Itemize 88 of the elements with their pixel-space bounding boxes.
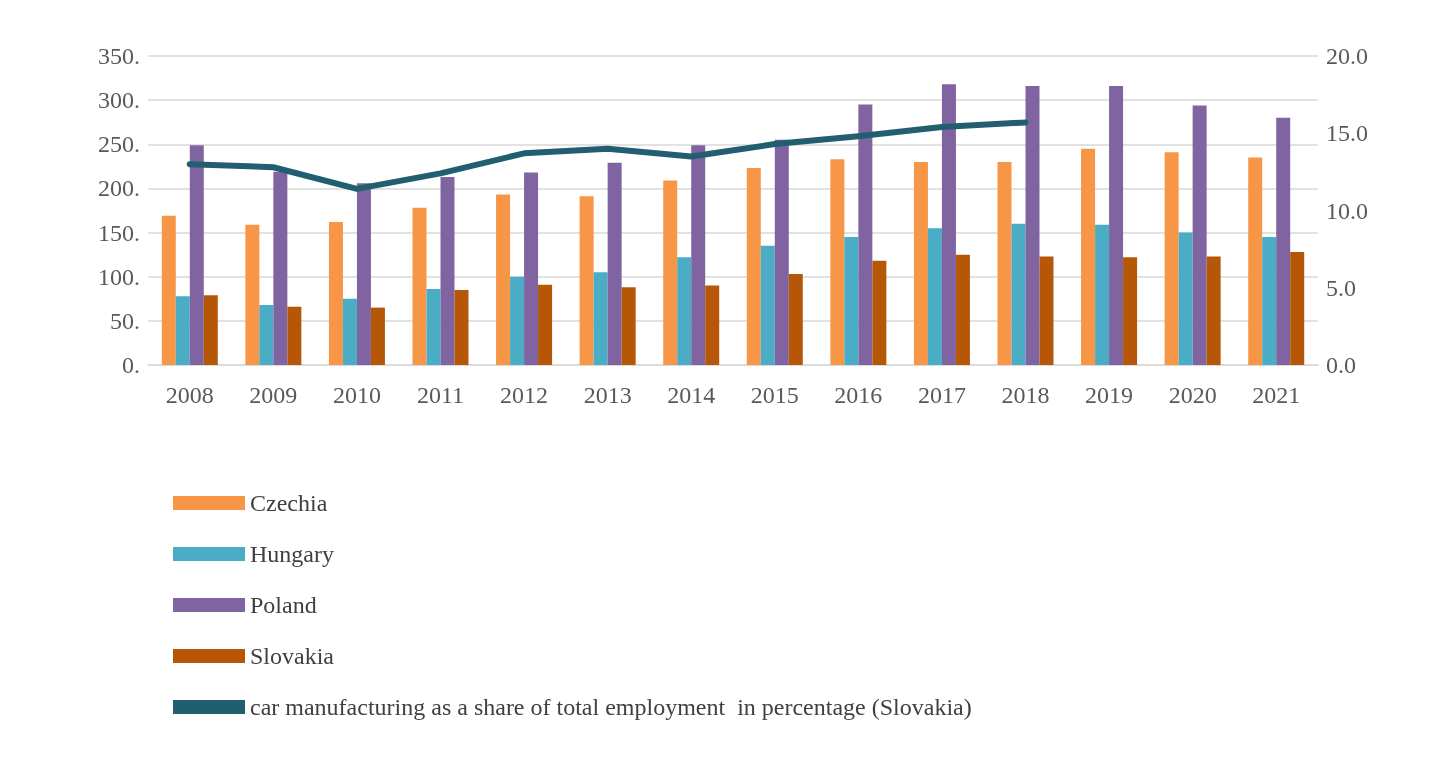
bar <box>538 284 553 365</box>
x-tick-label: 2012 <box>500 382 549 408</box>
legend-label: car manufacturing as a share of total employment in percentage (Slovakia) <box>250 694 972 720</box>
y2-tick-label: 0.0 <box>1326 352 1356 378</box>
bar <box>412 207 427 365</box>
bar <box>691 145 706 365</box>
y-tick-label: 100. <box>98 263 140 290</box>
bar <box>1095 224 1110 365</box>
bar <box>955 254 970 365</box>
x-tick-label: 2013 <box>583 382 632 408</box>
bar <box>830 159 845 365</box>
bar <box>496 194 511 365</box>
x-tick-label: 2017 <box>917 382 966 408</box>
y-tick-label: 300. <box>98 87 140 114</box>
y-tick-label: 200. <box>98 175 140 202</box>
x-tick-label: 2011 <box>416 382 465 408</box>
bar <box>1011 223 1026 365</box>
x-tick-label: 2020 <box>1168 382 1217 408</box>
bar <box>259 304 274 365</box>
bar <box>788 274 803 365</box>
bar <box>927 228 942 365</box>
bar <box>621 287 636 365</box>
bar <box>440 176 455 365</box>
y-tick-label: 150. <box>98 219 140 246</box>
y-tick-label: 50. <box>110 307 140 334</box>
x-tick-label: 2021 <box>1252 382 1301 408</box>
x-tick-label: 2009 <box>249 382 298 408</box>
bar <box>705 285 720 365</box>
bar <box>370 307 385 365</box>
bar <box>774 139 789 365</box>
legend-label: Hungary <box>250 541 334 567</box>
bar <box>356 183 371 365</box>
bar <box>1290 251 1305 365</box>
bar <box>454 289 469 365</box>
y-tick-label: 350. <box>98 43 140 69</box>
y2-tick-label: 10.0 <box>1326 197 1368 224</box>
bar <box>1192 105 1207 365</box>
x-tick-label: 2015 <box>750 382 799 408</box>
bar <box>1123 257 1138 365</box>
bar <box>760 245 775 365</box>
bar <box>746 168 761 365</box>
bar <box>844 236 859 365</box>
bar <box>593 272 608 365</box>
bar <box>1025 86 1040 365</box>
bar <box>426 289 441 365</box>
legend-label: Slovakia <box>250 643 335 669</box>
bar <box>524 172 539 365</box>
bar <box>1206 256 1221 365</box>
bar <box>997 161 1012 365</box>
bar <box>245 224 260 365</box>
bar <box>161 215 176 365</box>
x-tick-label: 2018 <box>1001 382 1050 408</box>
x-tick-label: 2019 <box>1085 382 1134 408</box>
bar <box>1248 157 1263 365</box>
bar <box>663 180 678 365</box>
x-tick-label: 2016 <box>834 382 883 408</box>
bar <box>1178 232 1193 365</box>
bar <box>328 221 343 365</box>
bar <box>1276 117 1291 365</box>
bar <box>1081 148 1096 365</box>
y2-tick-label: 15.0 <box>1326 120 1368 147</box>
y-tick-label: 250. <box>98 131 140 158</box>
bar <box>607 162 622 365</box>
bar <box>872 260 887 365</box>
bar <box>287 306 302 365</box>
legend-label: Poland <box>250 592 317 618</box>
bar <box>913 161 928 365</box>
bar <box>175 296 190 365</box>
y-tick-label: 0. <box>122 352 140 378</box>
bar <box>579 196 594 365</box>
bar <box>1039 256 1054 365</box>
x-tick-label: 2008 <box>165 382 214 408</box>
y2-tick-label: 5.0 <box>1326 274 1356 301</box>
bar <box>510 276 525 365</box>
bar <box>342 298 357 365</box>
legend-label: Czechia <box>250 490 328 516</box>
x-tick-label: 2010 <box>332 382 381 408</box>
bar <box>1262 236 1277 365</box>
bar <box>189 145 204 365</box>
x-tick-label: 2014 <box>667 382 716 408</box>
bar <box>677 257 692 365</box>
y2-tick-label: 20.0 <box>1326 43 1368 69</box>
bar <box>273 171 288 365</box>
bar <box>941 84 956 365</box>
bar <box>1164 152 1179 365</box>
bar <box>203 295 218 365</box>
bar <box>858 104 873 365</box>
bar <box>1109 86 1124 365</box>
